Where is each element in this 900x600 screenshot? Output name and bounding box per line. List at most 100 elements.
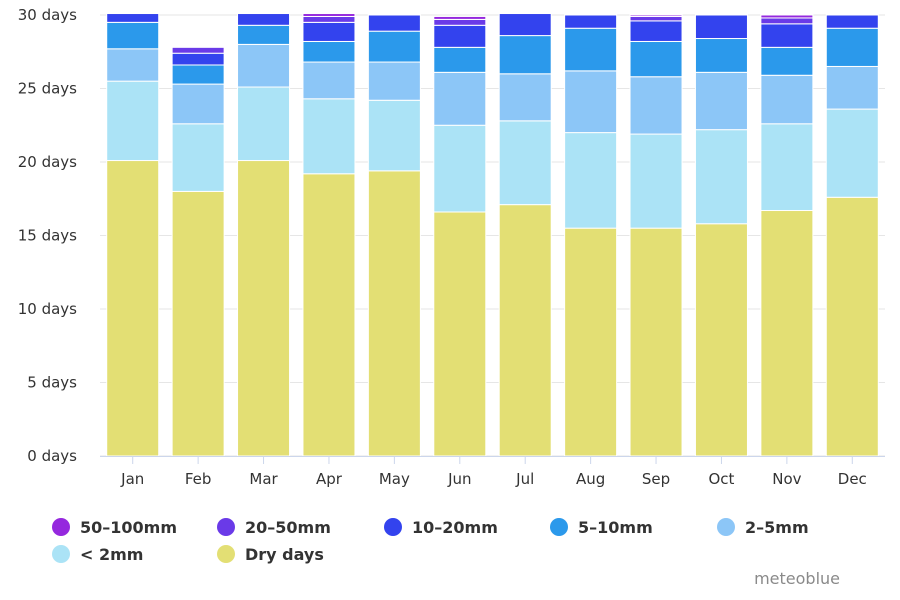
y-axis: 0 days 5 days 10 days 15 days 20 days 25 days… — [18, 6, 77, 465]
bar-segment[interactable] — [433, 15, 487, 20]
bar-segment[interactable] — [760, 23, 814, 48]
bar-segment[interactable] — [694, 38, 748, 73]
legend-label: Dry days — [245, 544, 324, 564]
bar-segment[interactable] — [302, 61, 356, 100]
bar-segment[interactable] — [760, 123, 814, 212]
x-tick-label: May — [379, 470, 410, 488]
bar-segment[interactable] — [629, 227, 683, 457]
bar-segment[interactable] — [433, 46, 487, 73]
bar-segment[interactable] — [694, 14, 748, 40]
legend-item-dry-days[interactable]: Dry days — [217, 543, 324, 565]
legend-marker — [550, 518, 568, 536]
y-tick-label: 20 days — [18, 153, 77, 171]
bar-segment[interactable] — [694, 223, 748, 457]
bar-segment[interactable] — [694, 71, 748, 131]
bar-segment[interactable] — [694, 129, 748, 225]
bar-segment[interactable] — [825, 65, 879, 110]
bar-segment[interactable] — [367, 14, 421, 32]
bar-segment[interactable] — [237, 24, 291, 45]
bar-segment[interactable] — [302, 98, 356, 175]
grid-lines — [100, 14, 885, 457]
bar-segment[interactable] — [367, 99, 421, 172]
bar-segment[interactable] — [367, 61, 421, 101]
bar-segment[interactable] — [171, 46, 225, 54]
bar-segment[interactable] — [629, 133, 683, 229]
legend-item-10-20mm[interactable]: 10–20mm — [384, 516, 498, 538]
bar-segment[interactable] — [825, 14, 879, 29]
brand-credit[interactable]: meteoblue — [754, 569, 840, 588]
bar-segment[interactable] — [825, 196, 879, 457]
bar-segment[interactable] — [106, 80, 160, 162]
bar-segment[interactable] — [171, 64, 225, 85]
bar-segment[interactable] — [564, 227, 618, 457]
bar-segment[interactable] — [629, 76, 683, 135]
x-tick-label: Feb — [185, 470, 212, 488]
bar-segment[interactable] — [760, 46, 814, 76]
bar-segment[interactable] — [433, 71, 487, 126]
bar-segment[interactable] — [106, 160, 160, 457]
bar-segment[interactable] — [106, 48, 160, 82]
legend-item-lt-2mm[interactable]: < 2mm — [52, 543, 143, 565]
x-tick-label: Sep — [642, 470, 670, 488]
legend-marker — [217, 518, 235, 536]
x-tick-label: Nov — [772, 470, 801, 488]
y-tick-label: 5 days — [27, 374, 77, 392]
bar-segment[interactable] — [171, 83, 225, 125]
bar-segment[interactable] — [433, 18, 487, 26]
bar-segment[interactable] — [302, 15, 356, 23]
bar-segment[interactable] — [367, 30, 421, 63]
bar-segment[interactable] — [498, 13, 552, 37]
bar-segment[interactable] — [629, 40, 683, 78]
bar-segment[interactable] — [367, 170, 421, 457]
x-tick-label: Mar — [249, 470, 278, 488]
y-tick-label: 25 days — [18, 80, 77, 98]
bar-segment[interactable] — [629, 20, 683, 42]
legend-marker — [217, 545, 235, 563]
bar-segment[interactable] — [433, 124, 487, 213]
bar-segment[interactable] — [171, 190, 225, 457]
bar-segment[interactable] — [171, 123, 225, 192]
bar-segment[interactable] — [302, 173, 356, 457]
bar-segment[interactable] — [825, 27, 879, 67]
legend-item-50-100mm[interactable]: 50–100mm — [52, 516, 177, 538]
bar-segment[interactable] — [498, 35, 552, 75]
legend-item-5-10mm[interactable]: 5–10mm — [550, 516, 653, 538]
bar-segment[interactable] — [564, 70, 618, 134]
legend-label: 20–50mm — [245, 517, 331, 537]
legend-item-20-50mm[interactable]: 20–50mm — [217, 516, 331, 538]
bars — [106, 13, 879, 457]
bar-segment[interactable] — [760, 210, 814, 457]
y-tick-label: 30 days — [18, 6, 77, 24]
legend-marker — [52, 518, 70, 536]
legend-item-2-5mm[interactable]: 2–5mm — [717, 516, 809, 538]
bar-segment[interactable] — [433, 211, 487, 457]
bar-segment[interactable] — [825, 108, 879, 198]
bar-segment[interactable] — [237, 160, 291, 457]
bar-segment[interactable] — [237, 86, 291, 162]
bar-segment[interactable] — [629, 14, 683, 17]
bar-segment[interactable] — [106, 21, 160, 50]
bar-segment[interactable] — [237, 43, 291, 88]
bar-segment[interactable] — [498, 120, 552, 206]
bar-segment[interactable] — [302, 13, 356, 17]
y-tick-label: 0 days — [27, 447, 77, 465]
bar-segment[interactable] — [302, 40, 356, 63]
bar-segment[interactable] — [629, 15, 683, 22]
bar-segment[interactable] — [564, 27, 618, 72]
bar-segment[interactable] — [237, 13, 291, 26]
x-tick-label: Jan — [120, 470, 144, 488]
bar-segment[interactable] — [760, 74, 814, 125]
x-axis: Jan Feb Mar Apr May Jun Jul Aug Sep Oct Nov Dec — [100, 456, 885, 488]
x-tick-label: Jun — [447, 470, 471, 488]
bar-segment[interactable] — [564, 132, 618, 229]
bar-segment[interactable] — [106, 13, 160, 23]
bar-segment[interactable] — [760, 14, 814, 19]
bar-segment[interactable] — [498, 204, 552, 457]
bar-segment[interactable] — [433, 24, 487, 48]
bar-segment[interactable] — [760, 17, 814, 25]
legend-marker — [717, 518, 735, 536]
bar-segment[interactable] — [564, 14, 618, 29]
bar-segment[interactable] — [498, 73, 552, 122]
bar-segment[interactable] — [302, 21, 356, 42]
bar-segment[interactable] — [171, 52, 225, 66]
